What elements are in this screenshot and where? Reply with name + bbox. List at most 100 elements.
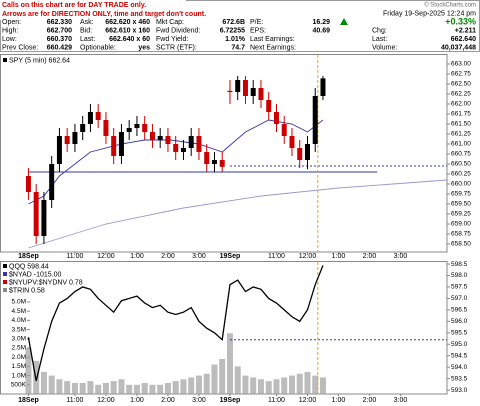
y2-tick-label: 2.0M xyxy=(12,354,26,361)
y-tick-label: 660.50 xyxy=(451,161,471,168)
y-tick-label: 595.0 xyxy=(451,341,468,348)
y-tick-label: 593.5 xyxy=(451,375,468,382)
candle-body xyxy=(188,136,194,148)
x-tick-label: 2:00 xyxy=(161,397,175,404)
candle-body xyxy=(173,144,179,152)
volume-bar xyxy=(102,382,109,394)
volume-bar xyxy=(110,381,117,394)
candle-body xyxy=(266,100,272,112)
volume-bar xyxy=(71,382,78,394)
candle-body xyxy=(312,96,318,144)
volume-bar xyxy=(48,375,55,394)
x-tick-label: 18Sep xyxy=(18,253,39,260)
price-panel xyxy=(0,54,448,253)
y-tick-label: 660.00 xyxy=(451,181,471,188)
field-label: Last: xyxy=(372,36,387,43)
field-value: 74.7 xyxy=(231,44,245,51)
candle-body xyxy=(196,136,202,152)
field-label: Ask: xyxy=(80,19,94,26)
y-tick-label: 597.5 xyxy=(451,284,468,291)
price-line xyxy=(27,265,324,382)
candle-body xyxy=(320,78,326,96)
y-tick-label: 595.5 xyxy=(451,330,468,337)
volume-bar xyxy=(203,373,210,394)
candle-body xyxy=(126,128,132,132)
y2-tick-label: 4.5M xyxy=(12,308,26,315)
volume-bar xyxy=(296,373,303,394)
notice-line: Calls on this chart are for DAY TRADE on… xyxy=(2,2,146,9)
volume-bar xyxy=(56,379,63,394)
x-tick-label: 12:00 xyxy=(299,253,317,260)
y-tick-label: 659.25 xyxy=(451,211,471,218)
y-tick-label: 662.25 xyxy=(451,91,471,98)
field-label: Chg: xyxy=(372,27,387,34)
candle-body xyxy=(103,120,109,136)
candle-body xyxy=(25,176,31,192)
field-value: 672.6B xyxy=(222,19,245,26)
field-value: 662.610 x 160 xyxy=(105,27,150,34)
field-value: +2.211 xyxy=(455,27,476,34)
candle-body xyxy=(289,136,295,148)
field-value: yes xyxy=(138,44,150,51)
candle-body xyxy=(111,136,117,156)
y-tick-label: 596.5 xyxy=(451,307,468,314)
volume-bar xyxy=(319,377,326,394)
candle-body xyxy=(273,112,279,124)
y-tick-label: 662.75 xyxy=(451,71,471,78)
candle-body xyxy=(219,160,225,167)
y2-tick-label: 1.0M xyxy=(12,372,26,379)
y-tick-label: 661.50 xyxy=(451,121,471,128)
candle-body xyxy=(281,124,287,136)
volume-bar xyxy=(133,384,140,394)
x-tick-label: 2:00 xyxy=(363,253,377,260)
volume-bar xyxy=(304,371,311,394)
y-tick-label: 661.75 xyxy=(451,111,471,118)
field-value: 1.01% xyxy=(225,36,246,43)
y-tick-label: 596.0 xyxy=(451,318,468,325)
y-tick-label: 597.0 xyxy=(451,295,468,302)
y-tick-label: 659.75 xyxy=(451,191,471,198)
x-tick-label: 11:00 xyxy=(66,253,83,260)
candle-body xyxy=(250,88,256,96)
x-tick-label: 12:00 xyxy=(97,253,115,260)
field-label: Next Earnings: xyxy=(250,44,296,51)
field-label: Optionable: xyxy=(80,44,116,51)
candle-body xyxy=(64,136,70,144)
x-tick-label: 1:00 xyxy=(130,253,144,260)
candle-body xyxy=(80,124,86,132)
volume-bar xyxy=(180,379,187,394)
volume-bar xyxy=(219,359,226,394)
field-value: 662.330 xyxy=(47,19,72,26)
legend-swatch xyxy=(3,288,7,292)
x-tick-label: 1:00 xyxy=(332,253,346,260)
y2-tick-label: 3.5M xyxy=(12,326,26,333)
x-tick-label: 3:00 xyxy=(192,253,206,260)
volume-bar xyxy=(265,381,272,394)
volume-bar xyxy=(25,347,32,394)
volume-bar xyxy=(188,377,195,394)
volume-bar xyxy=(172,381,179,394)
y-tick-label: 660.25 xyxy=(451,171,471,178)
candle-body xyxy=(204,152,210,164)
y2-tick-label: 2.5M xyxy=(12,345,26,352)
change-percent: +0.33% xyxy=(445,16,476,26)
candle-body xyxy=(242,80,248,96)
x-tick-label: 3:00 xyxy=(394,397,408,404)
x-tick-label: 2:00 xyxy=(363,397,377,404)
price-line xyxy=(28,179,448,249)
y-tick-label: 662.00 xyxy=(451,101,471,108)
volume-bar xyxy=(242,375,249,394)
y-tick-label: 660.75 xyxy=(451,151,471,158)
field-value: 662.640 x 60 xyxy=(109,36,150,43)
y-tick-label: 663.00 xyxy=(451,61,471,68)
x-tick-label: 18Sep xyxy=(18,397,39,404)
field-value: 662.640 xyxy=(451,36,476,43)
x-tick-label: 3:00 xyxy=(394,253,408,260)
candle-body xyxy=(87,112,93,124)
field-value: 6.72255 xyxy=(220,27,245,34)
field-value: 40,037,448 xyxy=(441,44,476,51)
candle-body xyxy=(134,124,140,128)
volume-bar xyxy=(64,381,71,394)
x-tick-label: 11:00 xyxy=(268,253,285,260)
candle-body xyxy=(211,160,217,164)
